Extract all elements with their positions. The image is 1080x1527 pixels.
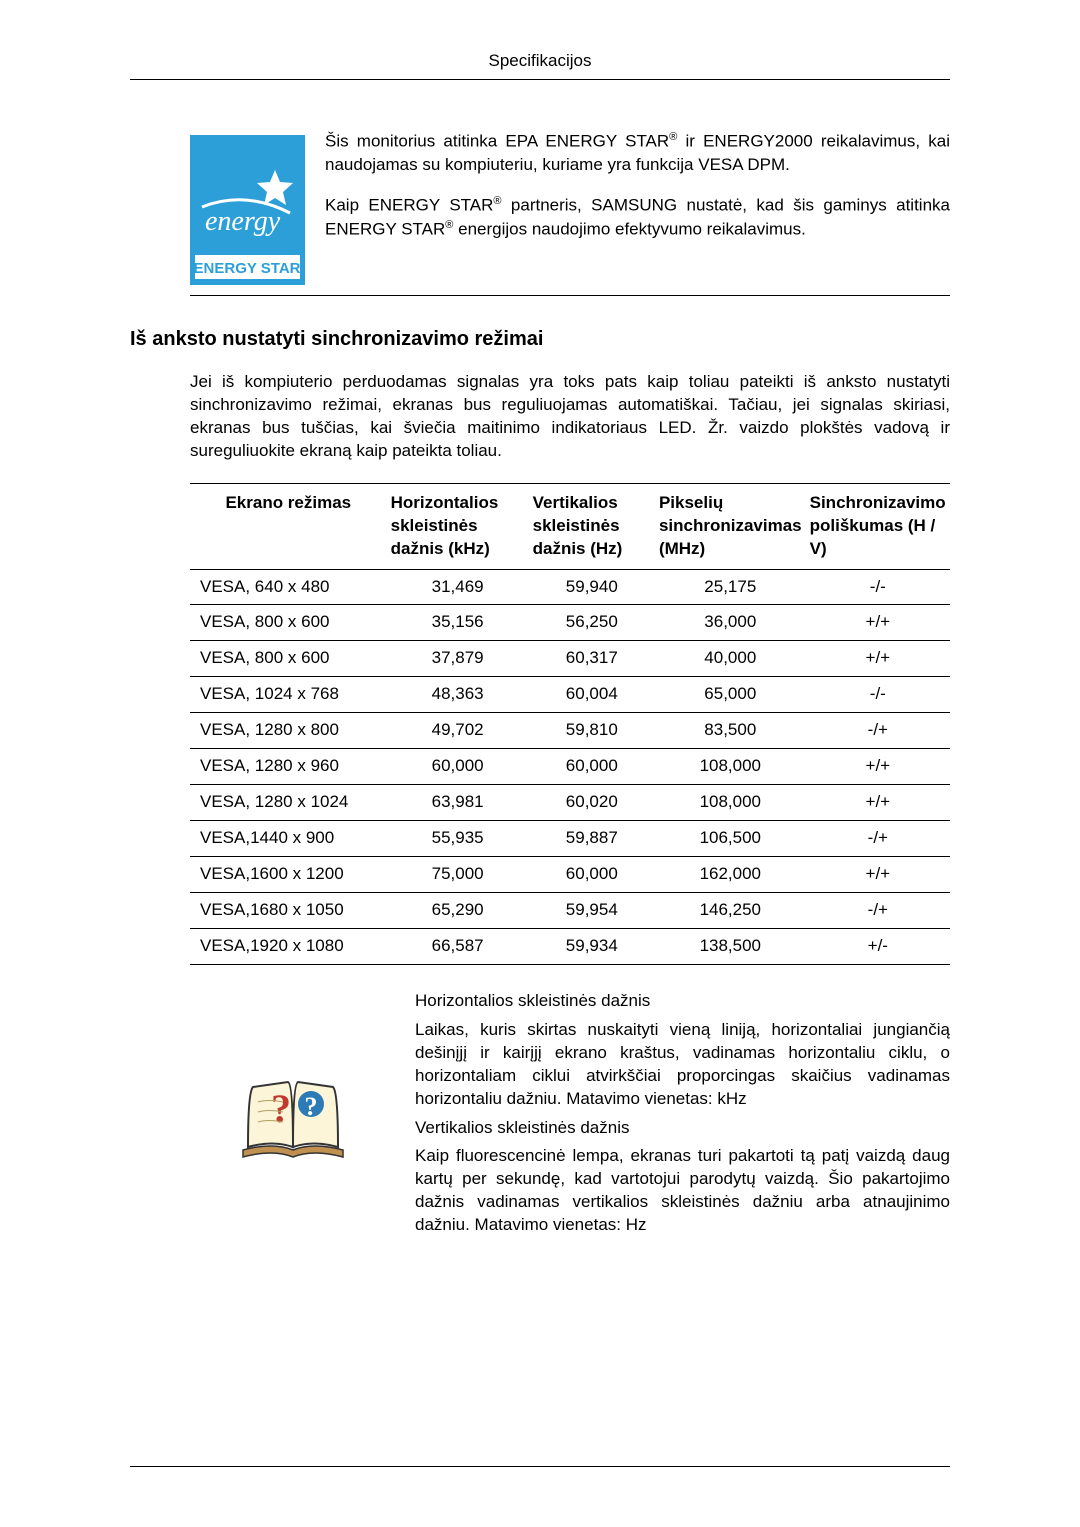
table-row: VESA, 1280 x 96060,00060,000108,000+/+: [190, 749, 950, 785]
table-cell: 59,954: [529, 892, 655, 928]
table-cell: +/-: [806, 928, 950, 964]
timing-modes-table: Ekrano režimasHorizontalios skleistinės …: [190, 483, 950, 965]
table-cell: 60,020: [529, 785, 655, 821]
table-cell: -/-: [806, 677, 950, 713]
table-row: VESA, 640 x 48031,46959,94025,175-/-: [190, 569, 950, 605]
registered-mark: ®: [493, 195, 501, 207]
table-cell: 37,879: [387, 641, 529, 677]
vertical-freq-title: Vertikalios skleistinės dažnis: [415, 1117, 950, 1140]
table-cell: VESA, 800 x 600: [190, 641, 387, 677]
footer-rule: [130, 1466, 950, 1467]
vertical-freq-body: Kaip fluorescencinė lempa, ekranas turi …: [415, 1145, 950, 1237]
text-fragment: Šis monitorius atitinka EPA ENERGY STAR: [325, 132, 669, 151]
table-row: VESA,1920 x 108066,58759,934138,500+/-: [190, 928, 950, 964]
definitions-text: Horizontalios skleistinės dažnis Laikas,…: [415, 990, 950, 1243]
table-cell: 65,290: [387, 892, 529, 928]
page-title: Specifikacijos: [489, 51, 592, 70]
table-row: VESA, 1280 x 80049,70259,81083,500-/+: [190, 713, 950, 749]
table-cell: VESA,1600 x 1200: [190, 857, 387, 893]
intro-paragraph-1: Šis monitorius atitinka EPA ENERGY STAR®…: [325, 130, 950, 177]
table-cell: 25,175: [655, 569, 806, 605]
section-intro-text: Jei iš kompiuterio perduodamas signalas …: [190, 371, 950, 463]
table-cell: 138,500: [655, 928, 806, 964]
table-cell: 59,940: [529, 569, 655, 605]
table-cell: +/+: [806, 857, 950, 893]
table-header-cell: Horizontalios skleistinės dažnis (kHz): [387, 483, 529, 569]
table-cell: 59,887: [529, 821, 655, 857]
table-cell: VESA,1680 x 1050: [190, 892, 387, 928]
table-cell: 106,500: [655, 821, 806, 857]
table-cell: 65,000: [655, 677, 806, 713]
table-header-cell: Ekrano režimas: [190, 483, 387, 569]
table-row: VESA, 800 x 60035,15656,25036,000+/+: [190, 605, 950, 641]
table-cell: 59,934: [529, 928, 655, 964]
table-cell: 56,250: [529, 605, 655, 641]
table-row: VESA,1680 x 105065,29059,954146,250-/+: [190, 892, 950, 928]
table-cell: 146,250: [655, 892, 806, 928]
table-header-cell: Vertikalios skleistinės dažnis (Hz): [529, 483, 655, 569]
svg-text:energy: energy: [205, 206, 281, 237]
table-cell: -/-: [806, 569, 950, 605]
table-cell: 60,317: [529, 641, 655, 677]
table-cell: -/+: [806, 713, 950, 749]
table-body: VESA, 640 x 48031,46959,94025,175-/-VESA…: [190, 569, 950, 964]
table-cell: 60,000: [387, 749, 529, 785]
table-cell: 108,000: [655, 749, 806, 785]
table-cell: VESA, 800 x 600: [190, 605, 387, 641]
energy-star-logo: energy ENERGY STAR: [190, 135, 305, 285]
table-cell: VESA, 1280 x 960: [190, 749, 387, 785]
table-cell: +/+: [806, 749, 950, 785]
intro-text: Šis monitorius atitinka EPA ENERGY STAR ®…: [325, 130, 950, 285]
text-fragment: energijos naudojimo efektyvumo reikalavi…: [453, 220, 805, 239]
text-fragment: Kaip ENERGY STAR: [325, 196, 493, 215]
table-header-cell: Sinchronizavimo poliškumas (H / V): [806, 483, 950, 569]
table-cell: 55,935: [387, 821, 529, 857]
svg-text:ENERGY STAR: ENERGY STAR: [194, 260, 301, 277]
table-cell: VESA,1920 x 1080: [190, 928, 387, 964]
table-cell: +/+: [806, 605, 950, 641]
horizontal-freq-title: Horizontalios skleistinės dažnis: [415, 990, 950, 1013]
table-row: VESA,1600 x 120075,00060,000162,000+/+: [190, 857, 950, 893]
page-header: Specifikacijos: [130, 50, 950, 80]
definitions-section: ? ? Horizontalios skleistinės dažnis Lai…: [190, 990, 950, 1243]
intro-section: energy ENERGY STAR Šis monitorius atitin…: [190, 130, 950, 296]
table-row: VESA, 800 x 60037,87960,31740,000+/+: [190, 641, 950, 677]
table-cell: 31,469: [387, 569, 529, 605]
table-cell: 66,587: [387, 928, 529, 964]
table-cell: 60,004: [529, 677, 655, 713]
table-cell: -/+: [806, 821, 950, 857]
table-cell: 83,500: [655, 713, 806, 749]
table-cell: 63,981: [387, 785, 529, 821]
svg-text:?: ?: [271, 1086, 291, 1131]
table-cell: 59,810: [529, 713, 655, 749]
table-cell: 75,000: [387, 857, 529, 893]
help-book-icon: ? ?: [190, 990, 395, 1243]
table-cell: -/+: [806, 892, 950, 928]
table-cell: 40,000: [655, 641, 806, 677]
table-cell: VESA, 1024 x 768: [190, 677, 387, 713]
table-cell: 60,000: [529, 749, 655, 785]
horizontal-freq-body: Laikas, kuris skirtas nuskaityti vieną l…: [415, 1019, 950, 1111]
svg-text:?: ?: [304, 1092, 317, 1121]
table-row: VESA, 1024 x 76848,36360,00465,000-/-: [190, 677, 950, 713]
table-cell: 35,156: [387, 605, 529, 641]
table-cell: 108,000: [655, 785, 806, 821]
section-heading: Iš anksto nustatyti sinchronizavimo reži…: [130, 326, 950, 353]
table-cell: 36,000: [655, 605, 806, 641]
table-cell: VESA,1440 x 900: [190, 821, 387, 857]
table-header-row: Ekrano režimasHorizontalios skleistinės …: [190, 483, 950, 569]
table-header-cell: Pikselių sinchronizavimas (MHz): [655, 483, 806, 569]
table-cell: 162,000: [655, 857, 806, 893]
table-cell: VESA, 640 x 480: [190, 569, 387, 605]
table-cell: VESA, 1280 x 800: [190, 713, 387, 749]
intro-paragraph-2: Kaip ENERGY STAR® partneris, SAMSUNG nus…: [325, 194, 950, 241]
table-cell: 60,000: [529, 857, 655, 893]
table-cell: 49,702: [387, 713, 529, 749]
table-cell: 48,363: [387, 677, 529, 713]
table-cell: +/+: [806, 785, 950, 821]
table-cell: +/+: [806, 641, 950, 677]
table-cell: VESA, 1280 x 1024: [190, 785, 387, 821]
table-row: VESA, 1280 x 102463,98160,020108,000+/+: [190, 785, 950, 821]
table-row: VESA,1440 x 90055,93559,887106,500-/+: [190, 821, 950, 857]
